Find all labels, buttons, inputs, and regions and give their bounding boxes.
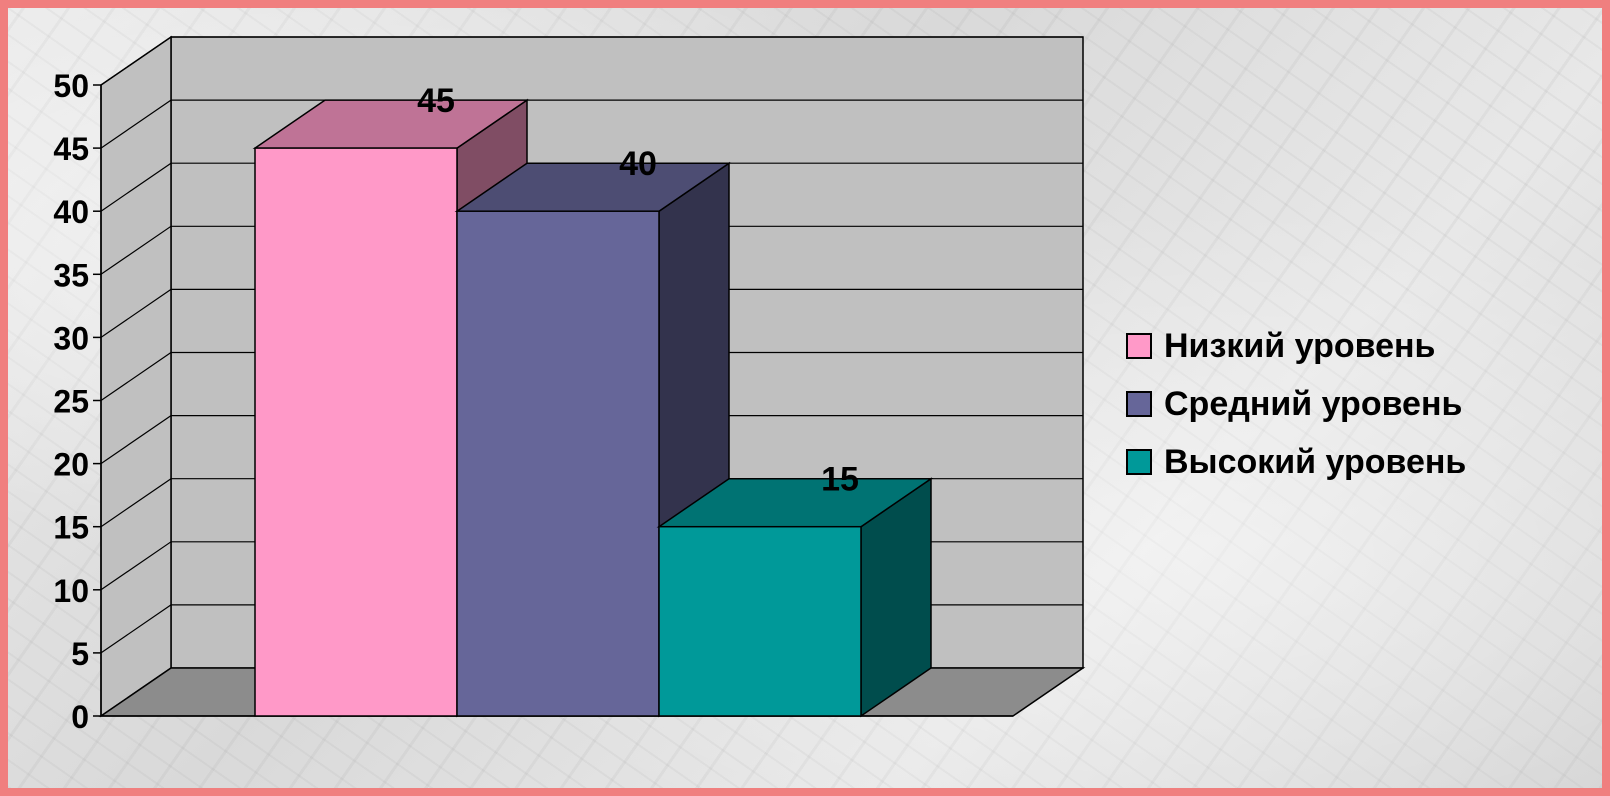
y-tick-label: 25 xyxy=(53,384,89,420)
legend-item: Средний уровень xyxy=(1126,384,1466,424)
bar-front xyxy=(658,525,862,717)
legend-swatch-medium xyxy=(1126,391,1152,417)
legend-label-high: Высокий уровень xyxy=(1164,442,1467,481)
gridline xyxy=(100,288,1083,338)
bar-front xyxy=(456,210,660,717)
y-tick-label: 10 xyxy=(53,573,89,609)
y-tick-label: 5 xyxy=(71,636,89,672)
gridline xyxy=(100,36,1083,86)
y-tick-label: 20 xyxy=(53,447,89,483)
data-label-medium: 40 xyxy=(619,145,657,183)
gridline xyxy=(100,225,1083,275)
y-tick-label: 45 xyxy=(53,131,89,167)
y-tick-label: 35 xyxy=(53,257,89,293)
legend-item: Низкий уровень xyxy=(1126,326,1466,366)
legend-label-medium: Средний уровень xyxy=(1164,384,1463,423)
y-tick-label: 40 xyxy=(53,194,89,230)
bar-high xyxy=(656,477,934,718)
bars xyxy=(252,98,934,718)
y-tick-label: 50 xyxy=(53,68,89,104)
y-tick-label: 0 xyxy=(71,699,89,735)
data-labels: 45 40 15 xyxy=(417,82,859,499)
data-label-high: 15 xyxy=(821,461,859,499)
y-tick-label: 30 xyxy=(53,320,89,356)
gridline xyxy=(100,162,1083,212)
legend-item: Высокий уровень xyxy=(1126,442,1466,482)
legend: Низкий уровень Средний уровень Высокий у… xyxy=(1126,326,1466,482)
legend-swatch-high xyxy=(1126,449,1152,475)
data-label-low: 45 xyxy=(417,82,455,120)
y-tick-label: 15 xyxy=(53,510,89,546)
gridline xyxy=(100,415,1083,465)
legend-label-low: Низкий уровень xyxy=(1164,326,1436,365)
bar-chart: 0 5 10 15 20 25 30 35 40 45 50 45 40 15 xyxy=(53,35,1086,735)
bar-front xyxy=(254,147,458,717)
gridline xyxy=(100,351,1083,401)
legend-swatch-low xyxy=(1126,333,1152,359)
gridline xyxy=(100,99,1083,149)
